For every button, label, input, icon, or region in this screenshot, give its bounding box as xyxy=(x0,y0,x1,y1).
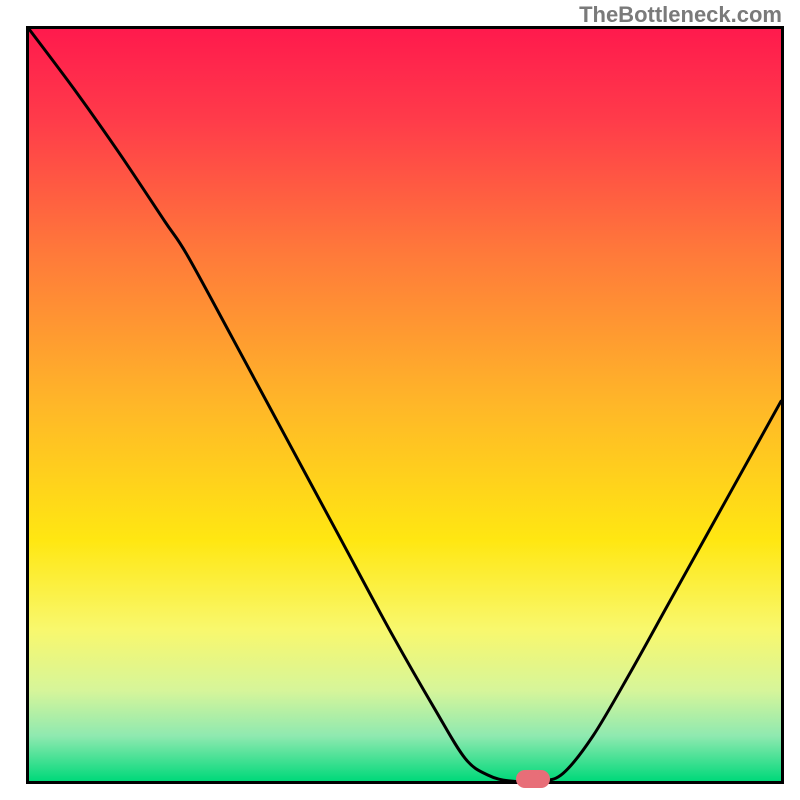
optimum-marker xyxy=(516,770,550,788)
chart-container: TheBottleneck.com xyxy=(0,0,800,800)
plot-area xyxy=(26,26,784,784)
watermark-text: TheBottleneck.com xyxy=(579,2,782,28)
bottleneck-curve xyxy=(29,29,781,781)
curve-path xyxy=(29,29,781,781)
